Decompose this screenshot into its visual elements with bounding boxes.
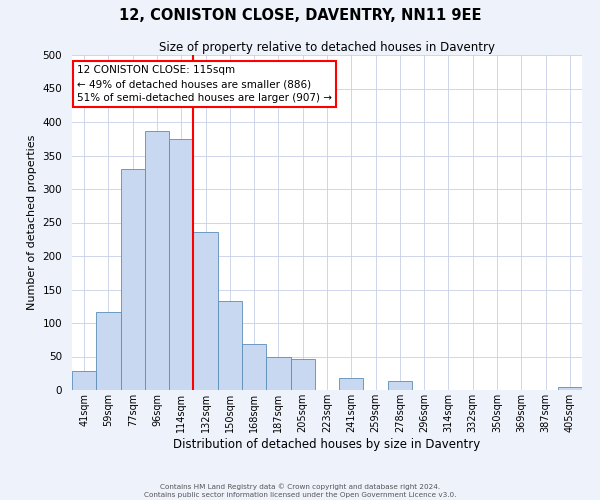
- Text: 12, CONISTON CLOSE, DAVENTRY, NN11 9EE: 12, CONISTON CLOSE, DAVENTRY, NN11 9EE: [119, 8, 481, 22]
- Bar: [169, 140, 193, 390]
- Bar: [242, 344, 266, 390]
- Bar: [266, 356, 290, 390]
- Bar: [96, 312, 121, 390]
- X-axis label: Distribution of detached houses by size in Daventry: Distribution of detached houses by size …: [173, 438, 481, 450]
- Bar: [558, 386, 582, 390]
- Bar: [193, 232, 218, 390]
- Bar: [388, 382, 412, 390]
- Text: Contains HM Land Registry data © Crown copyright and database right 2024.
Contai: Contains HM Land Registry data © Crown c…: [144, 483, 456, 498]
- Y-axis label: Number of detached properties: Number of detached properties: [27, 135, 37, 310]
- Bar: [72, 371, 96, 390]
- Bar: [145, 132, 169, 390]
- Bar: [218, 301, 242, 390]
- Text: 12 CONISTON CLOSE: 115sqm
← 49% of detached houses are smaller (886)
51% of semi: 12 CONISTON CLOSE: 115sqm ← 49% of detac…: [77, 65, 332, 103]
- Bar: [121, 169, 145, 390]
- Bar: [290, 359, 315, 390]
- Bar: [339, 378, 364, 390]
- Title: Size of property relative to detached houses in Daventry: Size of property relative to detached ho…: [159, 41, 495, 54]
